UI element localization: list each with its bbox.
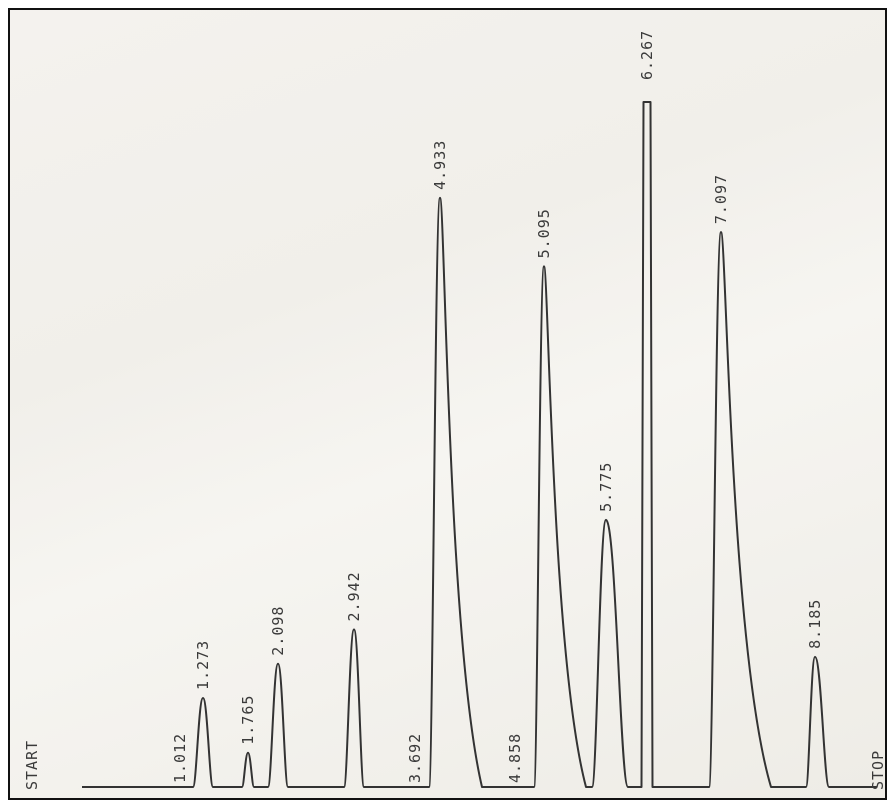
peak-label: 2.942: [345, 571, 363, 621]
peak-label: 6.267: [638, 30, 656, 80]
chromatogram-frame: 1.012 1.273 1.765 2.098 2.942 3.692 4.933 4.858…: [8, 8, 887, 800]
chromatogram-chart: 1.012 1.273 1.765 2.098 2.942 3.692 4.933 4.858…: [23, 30, 887, 790]
peak-label: 4.858: [506, 733, 524, 783]
peak-label: 8.185: [806, 599, 824, 649]
peak-label: 5.095: [535, 208, 553, 258]
peak-label: 2.098: [269, 606, 287, 656]
peak-label: 3.692: [406, 733, 424, 783]
peak-label: 1.765: [239, 695, 257, 745]
peak-label: 4.933: [431, 140, 449, 190]
peak-labels: 1.012 1.273 1.765 2.098 2.942 3.692 4.933 4.858…: [171, 30, 824, 783]
peak-label: 5.775: [597, 462, 615, 512]
chromatogram-trace: [82, 101, 877, 788]
peak-label: 1.273: [194, 640, 212, 690]
stop-label: STOP: [869, 750, 887, 790]
peak-label: 1.012: [171, 733, 189, 783]
start-label: START: [23, 740, 41, 790]
peak-label: 7.097: [712, 174, 730, 224]
